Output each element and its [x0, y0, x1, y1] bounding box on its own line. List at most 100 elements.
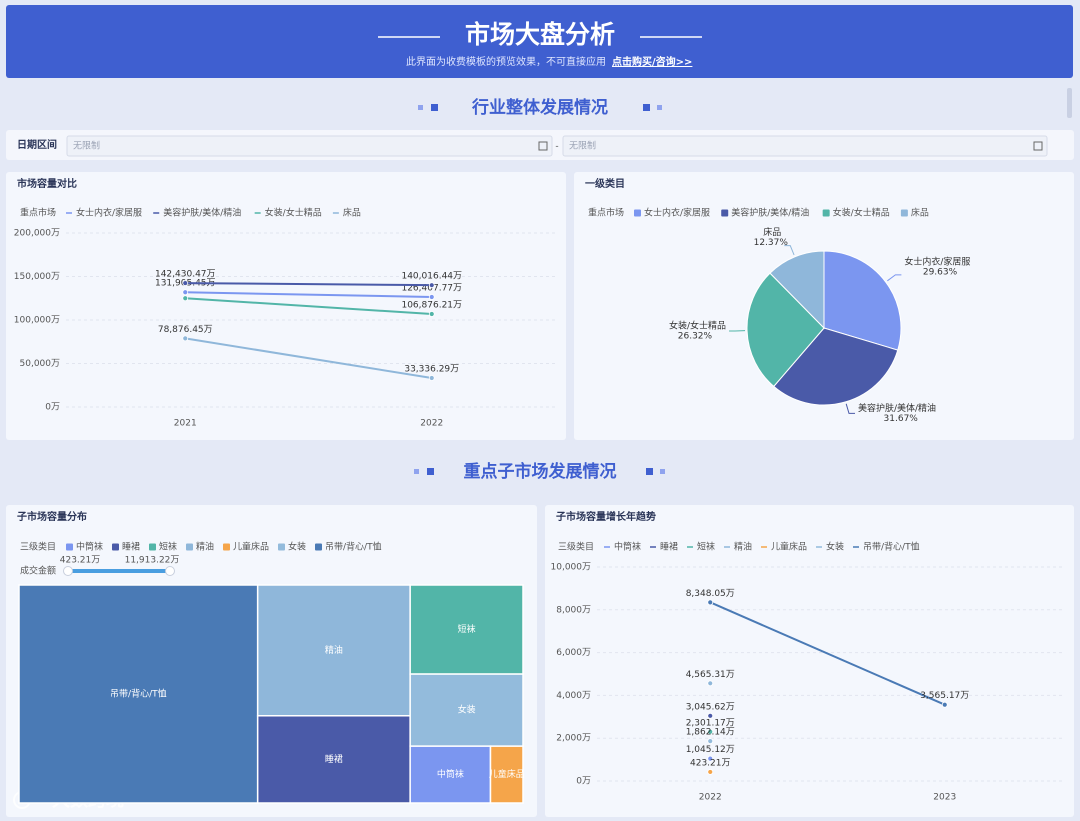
legend-symbol	[315, 543, 322, 551]
buy-link[interactable]: 点击购买/咨询>>	[612, 55, 692, 68]
legend-label: 睡裙	[122, 541, 140, 553]
slice-label: 女士内衣/家居服	[904, 255, 970, 267]
series-line	[185, 282, 432, 287]
treemap-cell	[489, 745, 524, 804]
panel-title: 子市场容量增长年趋势	[556, 510, 656, 523]
header-bar	[6, 5, 1073, 78]
data-label: 4,565.31万	[686, 670, 735, 680]
cell-label: 短袜	[458, 623, 476, 635]
legend-title: 重点市场	[20, 207, 56, 219]
legend-symbol	[634, 209, 641, 217]
legend-label: 女士内衣/家居服	[644, 207, 710, 219]
data-label: 126,407.77万	[401, 284, 462, 294]
data-label: 8,348.05万	[686, 589, 735, 599]
panel	[545, 505, 1074, 817]
slice-value: 12.37%	[754, 238, 789, 248]
y-tick-label: 200,000万	[14, 229, 60, 239]
legend-title: 三级类目	[20, 541, 56, 553]
data-point	[428, 294, 435, 300]
slice-value: 29.63%	[923, 267, 958, 277]
legend-label: 儿童床品	[771, 541, 807, 553]
data-point	[707, 728, 714, 735]
y-tick-label: 6,000万	[556, 648, 591, 658]
section-deco	[427, 468, 434, 475]
legend-label: 女装	[288, 541, 306, 553]
data-label: 142,430.47万	[155, 270, 216, 280]
panel-title: 一级类目	[585, 177, 625, 190]
legend-label: 女装	[826, 541, 844, 553]
series-line	[185, 297, 432, 316]
legend-label: 床品	[911, 207, 929, 219]
x-tick-label: 2022	[420, 419, 443, 429]
slice-label: 美容护肤/美体/精油	[858, 402, 936, 414]
legend-title: 重点市场	[588, 207, 624, 219]
legend-symbol	[278, 543, 285, 551]
data-point	[182, 295, 189, 302]
data-point	[182, 289, 189, 296]
range-handle[interactable]	[165, 566, 175, 576]
section-deco	[431, 104, 438, 111]
cell-label: 睡裙	[325, 753, 343, 765]
treemap-cell	[18, 584, 259, 804]
legend-label: 女装/女士精品	[833, 207, 890, 219]
series-line	[185, 337, 432, 379]
range-value: 423.21万	[60, 556, 101, 566]
data-point	[707, 712, 714, 719]
legend-symbol	[822, 209, 830, 217]
section-deco	[660, 469, 665, 474]
y-tick-label: 100,000万	[14, 316, 60, 326]
leader-line	[845, 403, 855, 414]
legend-label: 吊带/背心/T恤	[863, 541, 920, 553]
placeholder: 无限制	[569, 140, 596, 152]
date-input[interactable]	[66, 135, 553, 157]
section-deco	[657, 105, 662, 110]
pie-slice	[773, 327, 899, 406]
series-line	[709, 601, 946, 706]
slice-label: 床品	[763, 226, 781, 238]
pie-slice	[746, 272, 825, 388]
section-title: 行业整体发展情况	[471, 97, 608, 118]
header-subtitle: 此界面为收费模板的预览效果，不可直接应用	[406, 55, 606, 68]
x-tick-label: 2021	[174, 419, 197, 429]
treemap-cell	[409, 673, 524, 747]
data-label: 1,045.12万	[686, 745, 735, 755]
header-title: 市场大盘分析	[465, 20, 615, 49]
leader-line	[887, 274, 902, 282]
separator: -	[555, 142, 558, 152]
legend-label: 中筒袜	[614, 541, 641, 553]
data-point	[428, 311, 435, 317]
cell-label: 精油	[325, 644, 343, 656]
legend-title: 三级类目	[558, 541, 594, 553]
legend-symbol	[223, 543, 230, 551]
cell-label: 女装	[458, 704, 476, 716]
legend-label: 儿童床品	[233, 541, 269, 553]
date-input[interactable]	[562, 135, 1048, 157]
section-deco	[643, 104, 650, 111]
legend-label: 中筒袜	[76, 541, 103, 553]
scrollbar[interactable]	[1067, 88, 1072, 118]
legend-symbol	[186, 543, 193, 551]
range-handle[interactable]	[63, 566, 73, 576]
calendar-icon	[1033, 141, 1043, 151]
pie-slice	[823, 250, 902, 351]
legend-label: 床品	[343, 207, 361, 219]
pie-slice	[769, 250, 825, 330]
y-tick-label: 150,000万	[14, 272, 60, 282]
data-label: 140,016.44万	[401, 272, 462, 282]
legend-symbol	[721, 209, 729, 217]
legend-label: 短袜	[159, 541, 177, 553]
legend-label: 女装/女士精品	[265, 207, 322, 219]
leader-line	[784, 245, 795, 256]
data-point	[941, 701, 948, 708]
legend-symbol	[900, 209, 908, 217]
y-tick-label: 8,000万	[556, 605, 591, 615]
cell-label: 吊带/背心/T恤	[110, 688, 167, 700]
range-label: 成交金额	[20, 565, 56, 577]
section-deco	[646, 468, 653, 475]
data-label: 78,876.45万	[158, 325, 213, 335]
y-tick-label: 2,000万	[556, 734, 591, 744]
legend-symbol	[112, 543, 119, 551]
y-tick-label: 4,000万	[556, 691, 591, 701]
legend-label: 短袜	[697, 541, 715, 553]
